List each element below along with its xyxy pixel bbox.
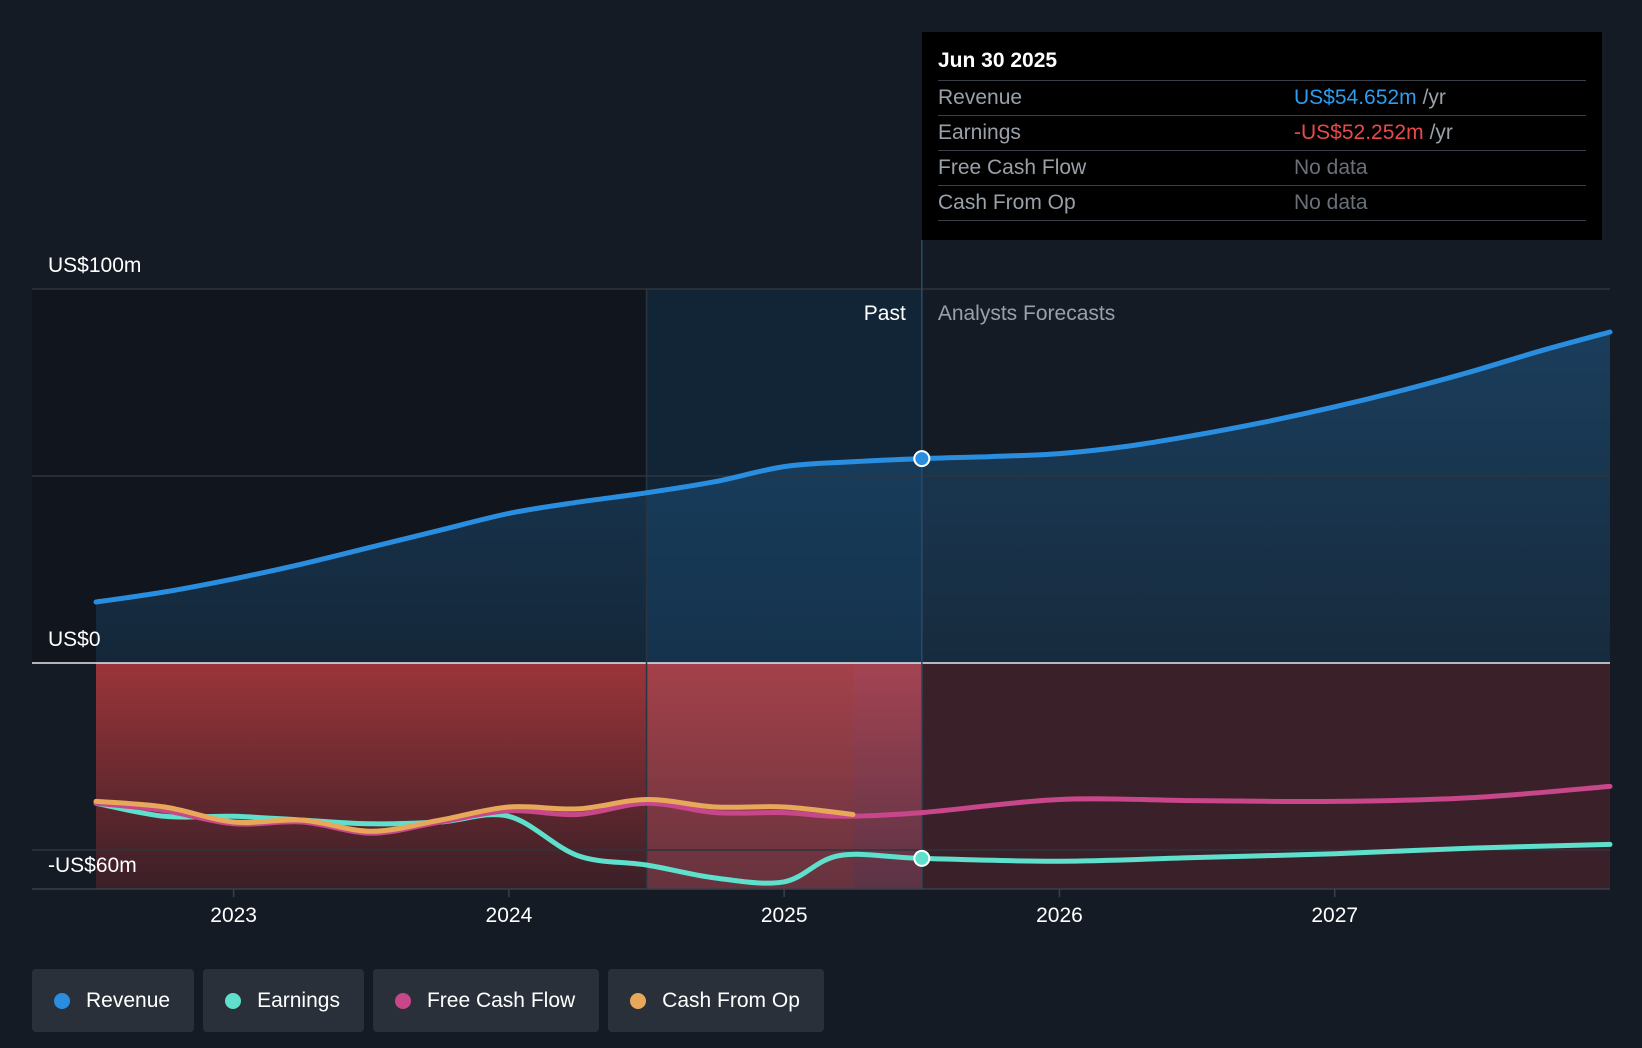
series-lines bbox=[93, 329, 1613, 886]
series-line-revenue bbox=[93, 329, 1613, 605]
series-line-cash-from-op bbox=[93, 796, 856, 834]
tooltip-label: Revenue bbox=[938, 86, 1023, 109]
past-label: Past bbox=[864, 302, 906, 325]
tooltip-date: Jun 30 2025 bbox=[938, 49, 1058, 72]
hover-markers bbox=[913, 450, 931, 867]
marker-earnings bbox=[913, 849, 931, 867]
forecast-label: Analysts Forecasts bbox=[938, 302, 1115, 325]
area-fills bbox=[96, 332, 1610, 889]
tooltip-label: Free Cash Flow bbox=[938, 156, 1087, 179]
tooltip-value: No data bbox=[1294, 191, 1368, 214]
x-tick-label: 2027 bbox=[1311, 904, 1358, 927]
legend-label: Cash From Op bbox=[662, 988, 800, 1012]
y-axis-label: US$0 bbox=[48, 628, 101, 651]
axis-labels: 2023 2024 2025 2026 2027 US$100m US$0 -US$60m Pa… bbox=[48, 254, 1358, 927]
loss-area-highlight bbox=[646, 663, 853, 889]
tooltip-unit: /yr bbox=[1422, 86, 1446, 109]
legend-dot-icon bbox=[630, 992, 647, 1009]
chart-legend: Revenue Earnings Free Cash Flow Cash Fro… bbox=[32, 969, 824, 1032]
tooltip-row-earnings: Earnings -US$52.252m /yr bbox=[938, 115, 1586, 150]
legend-label: Revenue bbox=[86, 988, 171, 1012]
tooltip-panel: Jun 30 2025 Revenue US$54.652m /yr Earni… bbox=[922, 32, 1602, 240]
legend-item-revenue[interactable]: Revenue bbox=[32, 969, 195, 1032]
legend-label: Earnings bbox=[257, 988, 340, 1012]
tooltip-value: -US$52.252m bbox=[1294, 121, 1424, 144]
loss-area-highlight-2 bbox=[853, 663, 922, 889]
tooltip-value: US$54.652m bbox=[1294, 86, 1417, 109]
tooltip-row-revenue: Revenue US$54.652m /yr bbox=[938, 80, 1586, 115]
marker-revenue bbox=[913, 450, 931, 468]
tooltip-unit: /yr bbox=[1429, 121, 1453, 144]
tooltip-row-free-cash-flow: Free Cash Flow No data bbox=[938, 150, 1586, 185]
legend-item-earnings[interactable]: Earnings bbox=[203, 969, 364, 1032]
tooltip-label: Earnings bbox=[938, 121, 1021, 144]
loss-area-past bbox=[96, 663, 922, 889]
revenue-area bbox=[96, 332, 1610, 663]
x-tick-label: 2025 bbox=[761, 904, 808, 927]
legend-dot-icon bbox=[225, 992, 242, 1009]
tooltip-row-cash-from-op: Cash From Op No data bbox=[938, 185, 1586, 221]
x-tick-label: 2024 bbox=[486, 904, 533, 927]
y-axis-label: US$100m bbox=[48, 254, 141, 277]
x-tick-label: 2026 bbox=[1036, 904, 1083, 927]
legend-dot-icon bbox=[394, 992, 411, 1009]
legend-item-free-cash-flow[interactable]: Free Cash Flow bbox=[372, 969, 600, 1032]
y-axis-label: -US$60m bbox=[48, 854, 137, 877]
legend-label: Free Cash Flow bbox=[426, 988, 576, 1012]
tooltip-value: No data bbox=[1294, 156, 1368, 179]
legend-item-cash-from-op[interactable]: Cash From Op bbox=[608, 969, 824, 1032]
legend-dot-icon bbox=[54, 992, 70, 1009]
x-tick-label: 2023 bbox=[210, 904, 257, 927]
gridlines bbox=[32, 240, 1610, 897]
tooltip-label: Cash From Op bbox=[938, 191, 1076, 214]
